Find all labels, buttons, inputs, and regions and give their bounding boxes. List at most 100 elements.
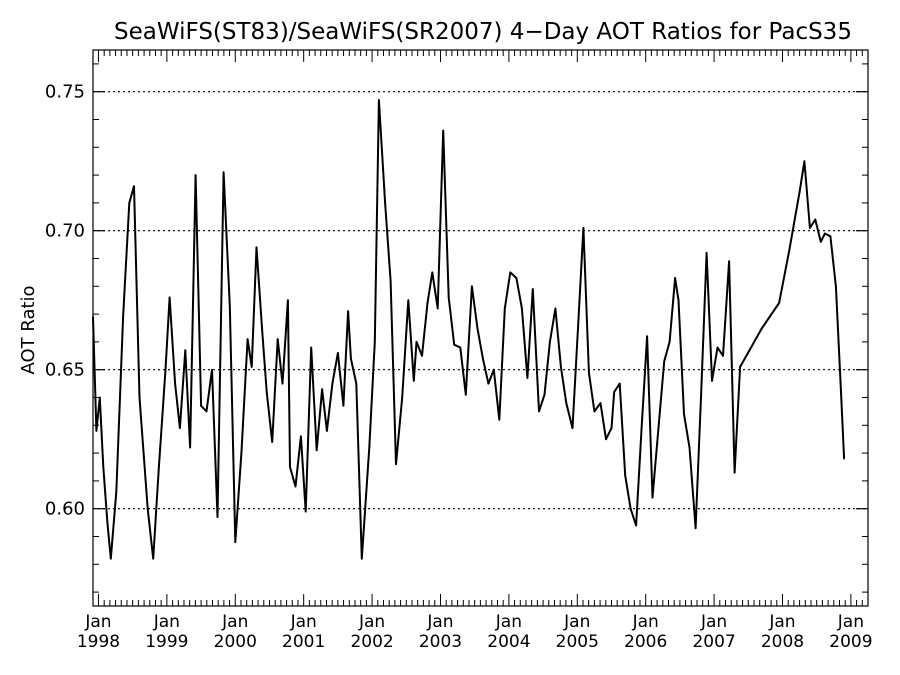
- data-point: [565, 402, 568, 404]
- data-point: [624, 474, 626, 477]
- data-point: [839, 382, 842, 385]
- x-tick-label-month: Jan: [426, 612, 453, 632]
- data-point: [588, 371, 590, 374]
- chart-title: SeaWiFS(ST83)/SeaWiFS(SR2007) 4−Day AOT …: [114, 19, 852, 45]
- data-point: [205, 410, 208, 413]
- data-point: [560, 366, 562, 368]
- x-tick-label-year: 1999: [145, 632, 188, 652]
- x-tick-label-month: Jan: [563, 612, 590, 632]
- x-tick-labels: Jan1998Jan1999Jan2000Jan2001Jan2002Jan20…: [77, 612, 873, 652]
- data-point: [629, 507, 632, 510]
- data-point: [538, 410, 540, 413]
- data-point: [152, 557, 154, 560]
- axis-ticks: [93, 50, 869, 606]
- data-point: [361, 557, 363, 560]
- x-tick-label-year: 1998: [77, 632, 120, 652]
- data-point: [229, 305, 231, 307]
- data-point: [459, 346, 462, 349]
- data-point: [549, 341, 551, 343]
- data-point: [657, 424, 660, 427]
- data-point: [281, 382, 284, 385]
- data-point: [122, 316, 124, 318]
- data-point: [216, 516, 219, 518]
- data-point: [788, 249, 791, 251]
- x-tick-label-year: 2003: [419, 632, 462, 652]
- data-point: [234, 541, 237, 543]
- data-point: [610, 427, 613, 429]
- data-point: [582, 227, 585, 229]
- data-point: [138, 396, 141, 399]
- data-point: [378, 99, 380, 101]
- data-point: [571, 427, 574, 429]
- data-point: [246, 338, 249, 340]
- data-point: [415, 341, 418, 343]
- data-point: [211, 368, 213, 371]
- data-point: [465, 393, 467, 396]
- data-point: [532, 288, 534, 290]
- data-point: [413, 380, 415, 382]
- data-point: [677, 299, 680, 302]
- data-point: [498, 418, 501, 421]
- data-point: [471, 285, 473, 288]
- data-point: [164, 368, 167, 371]
- x-tick-label-month: Jan: [290, 612, 317, 632]
- data-point: [526, 377, 529, 379]
- data-point: [310, 346, 313, 349]
- data-point: [543, 393, 546, 396]
- data-point: [271, 441, 274, 443]
- data-point: [350, 357, 352, 360]
- data-point: [106, 521, 109, 524]
- data-point: [261, 327, 263, 329]
- data-point: [395, 463, 397, 466]
- data-point: [407, 299, 410, 302]
- data-point: [304, 510, 307, 513]
- data-point: [426, 302, 429, 304]
- data-point: [401, 396, 404, 399]
- x-tick-label-month: Jan: [153, 612, 180, 632]
- data-point: [803, 160, 806, 162]
- data-point: [436, 307, 439, 310]
- data-point: [739, 366, 741, 368]
- data-point: [431, 271, 434, 274]
- data-point: [640, 427, 643, 429]
- data-point: [95, 430, 98, 432]
- data-point: [824, 232, 826, 235]
- data-point: [487, 382, 490, 385]
- y-tick-labels: 0.60 0.65 0.70 0.75: [45, 82, 85, 520]
- data-point: [618, 382, 621, 385]
- data-point: [442, 129, 445, 132]
- data-point: [605, 438, 607, 441]
- x-tick-label-month: Jan: [221, 612, 248, 632]
- x-tick-label-year: 2008: [761, 632, 804, 652]
- x-tick-label-year: 2000: [214, 632, 257, 652]
- data-point: [482, 357, 484, 360]
- data-point: [133, 185, 135, 187]
- data-point: [694, 527, 697, 529]
- data-point: [115, 491, 118, 493]
- data-point: [722, 355, 724, 357]
- data-point: [99, 396, 101, 399]
- data-point: [705, 252, 708, 254]
- data-point: [493, 368, 495, 371]
- x-tick-label-year: 2005: [556, 632, 599, 652]
- data-point: [300, 435, 302, 438]
- data-point: [688, 446, 691, 449]
- data-point: [184, 349, 187, 352]
- data-point: [342, 405, 345, 407]
- x-tick-label-year: 2001: [282, 632, 325, 652]
- data-point: [384, 202, 386, 204]
- data-point: [240, 452, 243, 454]
- data-point: [515, 277, 518, 279]
- data-point: [733, 471, 736, 474]
- data-point: [321, 388, 323, 391]
- x-tick-label-month: Jan: [495, 612, 522, 632]
- data-point: [778, 302, 780, 304]
- x-tick-label-month: Jan: [84, 612, 111, 632]
- data-point: [110, 557, 112, 560]
- data-point: [476, 327, 479, 329]
- data-point: [814, 218, 817, 221]
- data-point: [168, 296, 171, 299]
- x-tick-label-year: 2009: [829, 632, 872, 652]
- x-tick-label-year: 2007: [692, 632, 735, 652]
- data-point: [102, 466, 105, 468]
